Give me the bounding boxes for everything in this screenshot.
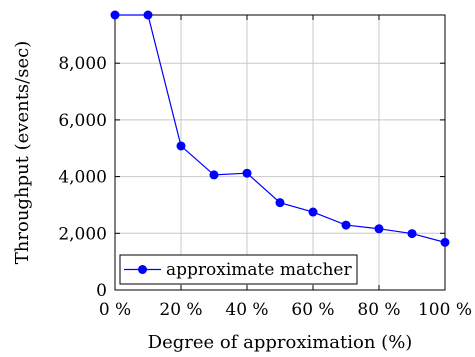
plot-frame	[114, 14, 446, 291]
series-layer	[110, 10, 450, 247]
axis-ticks: 0 % 20 % 40 % 60 % 80 % 100 % 0 2,000 4,000 6,000…	[58, 15, 472, 320]
x-tick-label: 60 %	[291, 300, 334, 320]
data-point	[242, 168, 252, 178]
x-tick-label: 100 %	[418, 300, 472, 320]
y-tick-label: 2,000	[58, 224, 107, 244]
legend-entry: approximate matcher	[166, 260, 352, 280]
data-point	[275, 198, 285, 208]
x-tick-label: 40 %	[225, 300, 268, 320]
data-point	[374, 224, 384, 234]
data-point	[176, 141, 186, 151]
x-tick-label: 80 %	[357, 300, 400, 320]
y-tick-label: 4,000	[58, 168, 107, 188]
data-point	[209, 170, 219, 180]
data-point	[341, 220, 351, 230]
grid-lines	[114, 15, 446, 291]
x-tick-label: 20 %	[159, 300, 202, 320]
data-point	[110, 10, 120, 20]
series-line	[115, 14, 446, 243]
x-axis-label: Degree of approximation (%)	[148, 332, 413, 353]
legend: approximate matcher	[119, 254, 358, 285]
y-tick-label: 6,000	[58, 111, 107, 131]
y-tick-label: 0	[96, 281, 107, 301]
y-tick-label: 8,000	[58, 54, 107, 74]
y-axis-label: Throughput (events/sec)	[12, 41, 33, 264]
legend-marker	[138, 265, 147, 274]
data-point	[143, 10, 153, 20]
data-point	[407, 229, 417, 239]
data-point	[308, 207, 318, 217]
data-point	[440, 237, 450, 247]
x-tick-label: 0 %	[99, 300, 131, 320]
